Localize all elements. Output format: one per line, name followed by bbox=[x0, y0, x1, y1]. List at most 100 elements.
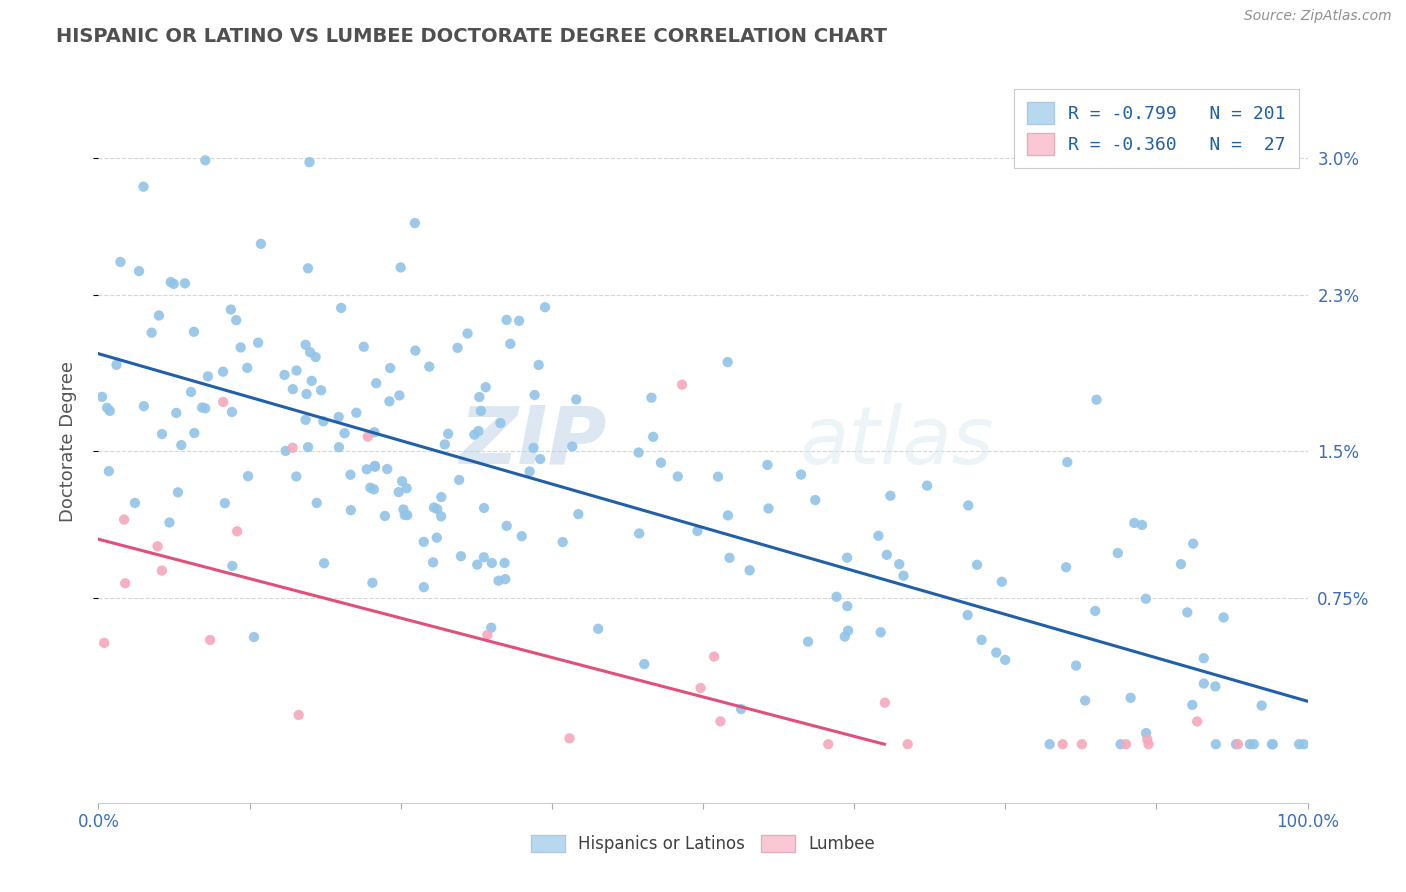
Point bbox=[1261, 737, 1284, 751]
Point bbox=[523, 388, 546, 402]
Point bbox=[627, 445, 650, 459]
Point bbox=[1288, 737, 1310, 751]
Point bbox=[247, 335, 270, 350]
Point bbox=[666, 469, 689, 483]
Point bbox=[495, 519, 517, 533]
Point bbox=[430, 490, 453, 504]
Point bbox=[991, 574, 1014, 589]
Point bbox=[146, 539, 169, 553]
Point bbox=[366, 376, 388, 391]
Point bbox=[295, 387, 318, 401]
Point bbox=[378, 361, 401, 376]
Point bbox=[394, 508, 416, 522]
Point bbox=[96, 401, 118, 415]
Point bbox=[873, 696, 896, 710]
Point bbox=[495, 313, 517, 327]
Point bbox=[132, 399, 155, 413]
Point bbox=[412, 580, 434, 594]
Point bbox=[1115, 737, 1137, 751]
Point bbox=[1239, 737, 1261, 751]
Point bbox=[212, 395, 235, 409]
Point bbox=[1181, 698, 1204, 712]
Point bbox=[294, 413, 316, 427]
Point bbox=[364, 458, 387, 473]
Point bbox=[364, 459, 387, 474]
Point bbox=[426, 502, 449, 516]
Point bbox=[1064, 658, 1087, 673]
Point bbox=[1212, 610, 1234, 624]
Point bbox=[305, 496, 328, 510]
Point bbox=[527, 358, 550, 372]
Point bbox=[1170, 557, 1192, 571]
Point bbox=[474, 380, 496, 394]
Point bbox=[1056, 455, 1078, 469]
Point bbox=[114, 576, 136, 591]
Point bbox=[1192, 676, 1215, 690]
Point bbox=[91, 390, 114, 404]
Point bbox=[236, 469, 259, 483]
Point bbox=[132, 179, 155, 194]
Point bbox=[837, 599, 859, 614]
Point bbox=[1109, 737, 1132, 751]
Text: Source: ZipAtlas.com: Source: ZipAtlas.com bbox=[1244, 9, 1392, 23]
Point bbox=[717, 355, 740, 369]
Point bbox=[756, 458, 779, 472]
Point bbox=[141, 326, 163, 340]
Point bbox=[1226, 737, 1249, 751]
Point bbox=[391, 474, 413, 488]
Point bbox=[488, 574, 510, 588]
Point bbox=[1085, 392, 1108, 407]
Point bbox=[150, 564, 173, 578]
Point bbox=[281, 382, 304, 396]
Point bbox=[359, 481, 381, 495]
Y-axis label: Doctorate Degree: Doctorate Degree bbox=[59, 361, 77, 522]
Legend: Hispanics or Latinos, Lumbee: Hispanics or Latinos, Lumbee bbox=[524, 828, 882, 860]
Point bbox=[1243, 737, 1265, 751]
Point bbox=[1175, 606, 1198, 620]
Point bbox=[499, 336, 522, 351]
Point bbox=[994, 653, 1017, 667]
Point bbox=[897, 737, 920, 751]
Point bbox=[437, 426, 460, 441]
Point bbox=[1070, 737, 1092, 751]
Point bbox=[643, 430, 665, 444]
Point bbox=[1136, 732, 1159, 747]
Point bbox=[194, 401, 217, 416]
Point bbox=[567, 507, 589, 521]
Point bbox=[314, 556, 336, 570]
Point bbox=[221, 405, 243, 419]
Point bbox=[98, 404, 121, 418]
Point bbox=[703, 649, 725, 664]
Point bbox=[1054, 560, 1077, 574]
Point bbox=[219, 302, 242, 317]
Point bbox=[1039, 737, 1062, 751]
Text: atlas: atlas bbox=[800, 402, 994, 481]
Point bbox=[689, 681, 711, 695]
Point bbox=[551, 535, 574, 549]
Point bbox=[450, 549, 472, 564]
Point bbox=[396, 508, 419, 523]
Point bbox=[1225, 737, 1247, 751]
Point bbox=[1137, 737, 1160, 751]
Point bbox=[229, 340, 252, 354]
Point bbox=[465, 558, 488, 572]
Point bbox=[481, 556, 503, 570]
Point bbox=[328, 409, 350, 424]
Point bbox=[707, 469, 730, 483]
Point bbox=[1261, 737, 1284, 751]
Point bbox=[1204, 680, 1226, 694]
Point bbox=[470, 404, 492, 418]
Point bbox=[835, 550, 858, 565]
Point bbox=[194, 153, 217, 168]
Point bbox=[671, 377, 693, 392]
Point bbox=[477, 628, 499, 642]
Point bbox=[388, 485, 411, 500]
Point bbox=[159, 275, 181, 289]
Point bbox=[430, 509, 453, 524]
Point bbox=[297, 440, 319, 454]
Point bbox=[404, 216, 426, 230]
Point bbox=[363, 425, 385, 440]
Point bbox=[472, 550, 495, 565]
Point bbox=[357, 430, 380, 444]
Point bbox=[426, 531, 449, 545]
